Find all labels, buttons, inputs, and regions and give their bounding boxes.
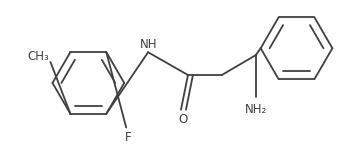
Text: CH₃: CH₃ (28, 50, 49, 63)
Text: O: O (178, 113, 187, 126)
Text: NH₂: NH₂ (245, 103, 267, 116)
Text: NH: NH (140, 38, 158, 51)
Text: F: F (125, 131, 132, 144)
